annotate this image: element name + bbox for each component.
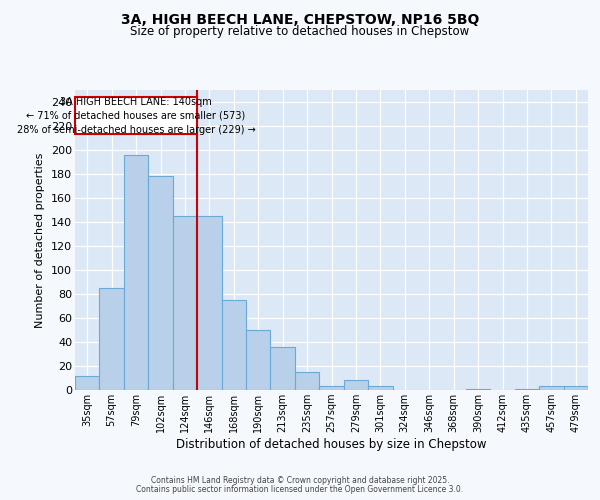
Bar: [563, 386, 588, 390]
Bar: [173, 216, 197, 390]
Bar: [271, 347, 295, 390]
Bar: [124, 155, 148, 390]
Bar: [221, 300, 246, 390]
Text: Size of property relative to detached houses in Chepstow: Size of property relative to detached ho…: [130, 25, 470, 38]
Bar: [368, 386, 392, 390]
Text: Contains public sector information licensed under the Open Government Licence 3.: Contains public sector information licen…: [136, 485, 464, 494]
Bar: [197, 216, 221, 390]
Bar: [319, 386, 344, 390]
Y-axis label: Number of detached properties: Number of detached properties: [35, 152, 46, 328]
Text: Contains HM Land Registry data © Crown copyright and database right 2025.: Contains HM Land Registry data © Crown c…: [151, 476, 449, 485]
Bar: [515, 389, 539, 390]
Bar: [246, 330, 271, 390]
Text: 3A HIGH BEECH LANE: 140sqm
← 71% of detached houses are smaller (573)
28% of sem: 3A HIGH BEECH LANE: 140sqm ← 71% of deta…: [17, 97, 256, 135]
X-axis label: Distribution of detached houses by size in Chepstow: Distribution of detached houses by size …: [176, 438, 487, 451]
FancyBboxPatch shape: [75, 97, 197, 134]
Bar: [75, 376, 100, 390]
Bar: [539, 386, 563, 390]
Bar: [295, 372, 319, 390]
Bar: [100, 288, 124, 390]
Bar: [466, 389, 490, 390]
Bar: [148, 176, 173, 390]
Text: 3A, HIGH BEECH LANE, CHEPSTOW, NP16 5BQ: 3A, HIGH BEECH LANE, CHEPSTOW, NP16 5BQ: [121, 12, 479, 26]
Bar: [344, 380, 368, 390]
